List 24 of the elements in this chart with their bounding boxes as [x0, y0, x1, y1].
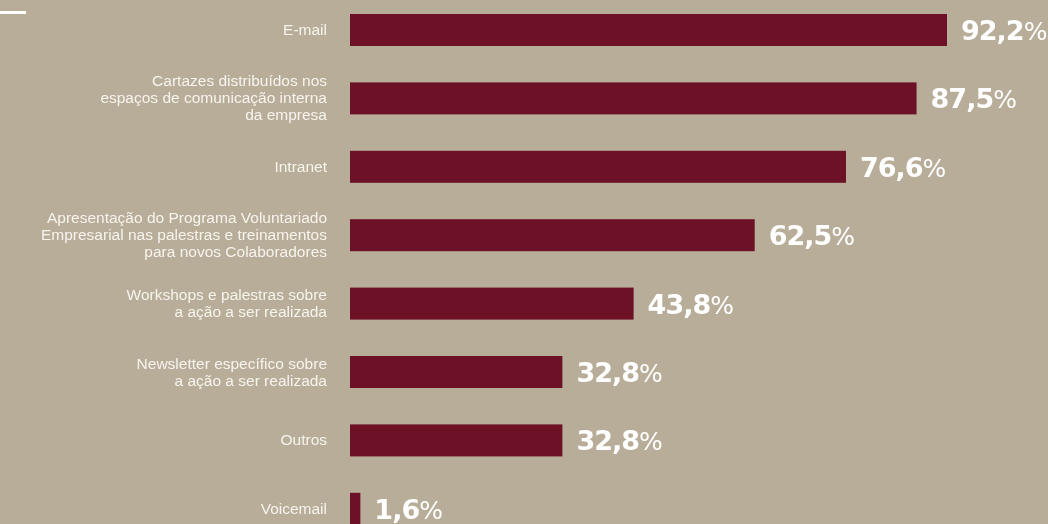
y-tick-label: E-mail — [283, 21, 327, 38]
bar — [350, 14, 947, 46]
data-label: 92,2% — [961, 15, 1047, 46]
y-tick-label: Apresentação do Programa Voluntariado Empresarial nas palestras e treinamentos para novos Colaboradores — [40, 209, 328, 261]
y-tick-label: Workshops e palestras sobre a ação a ser realizada — [126, 286, 328, 321]
bar — [350, 356, 563, 388]
bar — [350, 492, 361, 524]
data-label: 43,8% — [647, 288, 734, 320]
y-tick-label: Voicemail — [260, 499, 327, 517]
y-tick-label: Intranet — [274, 157, 328, 175]
y-tick-label: Newsletter específico sobre a ação a ser realizada — [136, 354, 328, 389]
bar — [350, 424, 563, 457]
y-tick-label: Outros — [280, 431, 328, 449]
data-label: 76,6% — [859, 151, 946, 183]
bar — [350, 150, 846, 183]
y-tick-label: Cartazes distribuídos nos espaços de comunicação interna da empresa — [100, 72, 328, 124]
data-label: 62,5% — [768, 220, 855, 252]
bar — [350, 82, 917, 115]
bar — [350, 219, 755, 252]
data-label: 32,8% — [576, 425, 663, 457]
data-label: 1,6% — [374, 493, 443, 524]
data-label: 32,8% — [576, 357, 663, 388]
data-label: 87,5% — [930, 83, 1017, 115]
bar — [350, 287, 634, 320]
